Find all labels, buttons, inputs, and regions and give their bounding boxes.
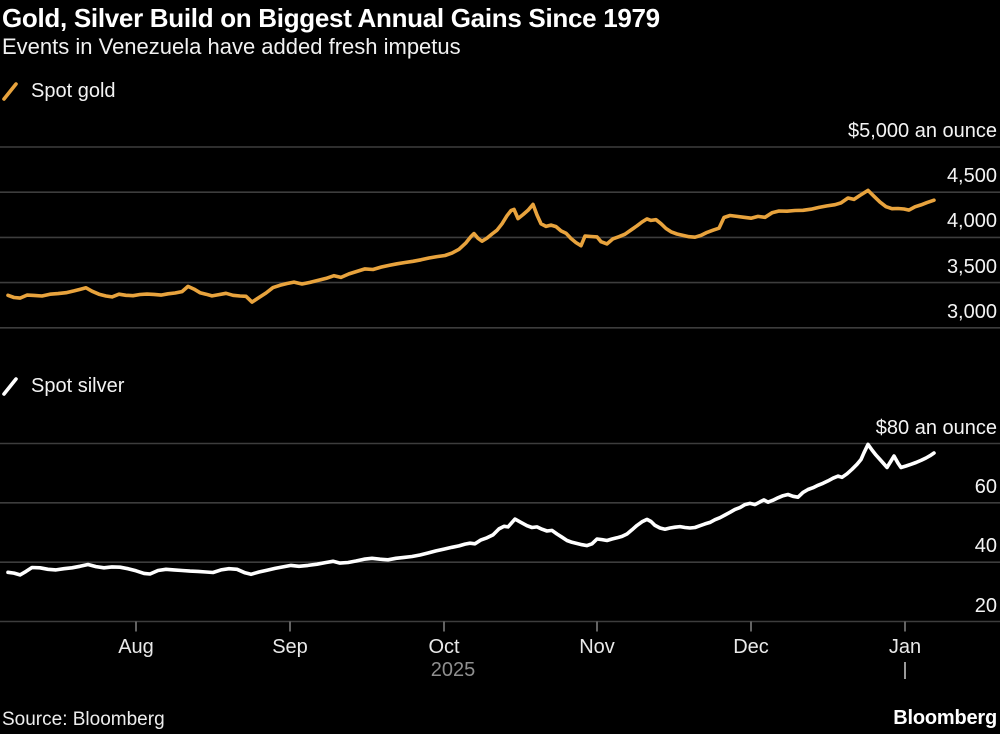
silver-price-line bbox=[6, 442, 936, 577]
month-label-sep: Sep bbox=[272, 636, 308, 658]
source-label: Source: Bloomberg bbox=[2, 709, 165, 730]
gold-ytick-label-3500: 3,500 bbox=[946, 255, 997, 278]
series-lines-group bbox=[6, 188, 936, 577]
gold-ytick-label-4500: 4,500 bbox=[946, 165, 997, 188]
month-label-dec: Dec bbox=[733, 636, 769, 658]
gold-ytick-label-3000: 3,000 bbox=[946, 300, 997, 323]
gridlines-group bbox=[0, 146, 1000, 623]
gold-ytick-label-5000: $5,000 an ounce bbox=[847, 120, 997, 142]
gold-price-line bbox=[6, 188, 936, 304]
legend-label-gold: Spot gold bbox=[31, 80, 116, 102]
gold-line-swatch-icon bbox=[2, 82, 18, 101]
legend-label-silver: Spot silver bbox=[31, 375, 125, 397]
page-subtitle: Events in Venezuela have added fresh imp… bbox=[2, 34, 461, 59]
bloomberg-logo: Bloomberg bbox=[893, 707, 997, 729]
month-label-oct: Oct bbox=[428, 636, 460, 658]
page-title: Gold, Silver Build on Biggest Annual Gai… bbox=[2, 3, 660, 33]
silver-ytick-label-40: 40 bbox=[974, 535, 997, 558]
month-label-nov: Nov bbox=[579, 636, 615, 658]
silver-line-swatch-icon bbox=[2, 377, 18, 396]
month-ticks-group bbox=[135, 621, 906, 632]
month-label-jan: Jan bbox=[888, 636, 922, 658]
gold-ytick-label-4000: 4,000 bbox=[946, 210, 997, 233]
year-divider-mark bbox=[904, 662, 906, 679]
legend-spot-gold: Spot gold bbox=[2, 80, 116, 103]
silver-ytick-label-60: 60 bbox=[974, 475, 997, 498]
x-axis-year-label: 2025 bbox=[430, 659, 476, 681]
month-label-aug: Aug bbox=[118, 636, 154, 658]
silver-ytick-label-20: 20 bbox=[974, 594, 997, 617]
silver-ytick-label-80: $80 an ounce bbox=[875, 416, 997, 439]
legend-spot-silver: Spot silver bbox=[2, 375, 124, 398]
